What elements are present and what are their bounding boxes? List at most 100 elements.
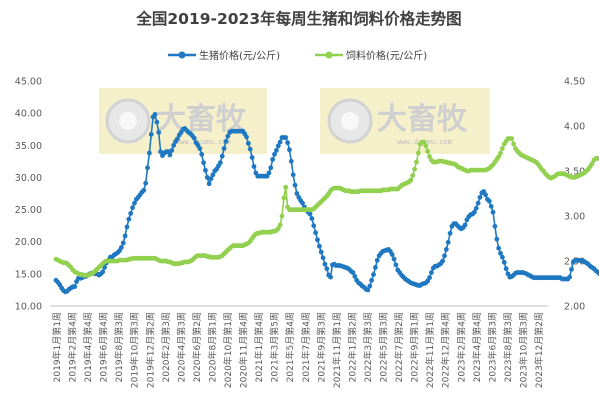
hog-price-point: [498, 250, 503, 256]
hog-price-point: [427, 275, 432, 281]
hog-price-point: [288, 158, 294, 164]
legend-label-feed: 饲料价格(元/公斤): [346, 49, 427, 62]
hog-price-point: [266, 170, 272, 176]
hog-price-point: [208, 176, 214, 182]
hog-price-point: [488, 203, 494, 209]
feed-price-point: [423, 143, 429, 149]
left-axis-tick-label: 35.00: [15, 141, 42, 152]
hog-price-point: [492, 223, 498, 229]
hog-price-point: [501, 259, 507, 265]
feed-price-point: [412, 166, 417, 172]
feed-price-point: [511, 141, 516, 147]
x-axis-tick-label: 2022年12月第4周: [440, 312, 452, 388]
x-axis-tick-label: 2023年2月第4周: [455, 312, 467, 382]
hog-price-point: [148, 131, 154, 137]
hog-price-point: [475, 200, 481, 206]
feed-price-point: [427, 154, 432, 160]
hog-price-point: [367, 283, 373, 289]
x-axis-tick-label: 2019年1月第1周: [51, 312, 63, 382]
x-axis-tick-label: 2022年9月第1周: [409, 312, 421, 382]
hog-price-point: [352, 274, 358, 279]
hog-price-point: [145, 165, 150, 171]
hog-price-point: [223, 139, 229, 144]
hog-price-point: [285, 140, 290, 146]
left-axis-tick-label: 20.00: [15, 237, 42, 248]
hog-price-point: [217, 160, 223, 166]
watermark-text-right: 大畜牧: [377, 102, 468, 137]
hog-price-point: [287, 147, 292, 153]
right-axis-tick-label: 3.00: [564, 212, 585, 223]
legend-marker-hog: [178, 51, 186, 59]
hog-price-point: [389, 252, 395, 257]
hog-price-point: [443, 247, 449, 252]
hog-price-point: [169, 148, 175, 153]
hog-price-point: [272, 151, 277, 157]
x-axis-tick-label: 2023年10月第3周: [517, 312, 529, 388]
series-hog-price: [53, 112, 599, 295]
x-axis-tick-label: 2019年10月第3周: [129, 312, 141, 388]
hog-price-point: [494, 236, 500, 242]
feed-price-point: [277, 222, 283, 228]
x-axis-tick-label: 2019年6月第4周: [98, 312, 110, 382]
hog-price-point: [206, 181, 212, 187]
hog-price-point: [503, 266, 509, 272]
hog-price-point: [477, 194, 483, 200]
right-axis-tick-label: 3.50: [564, 167, 585, 178]
hog-price-point: [365, 287, 371, 293]
feed-price-point: [415, 150, 421, 156]
hog-price-point: [72, 284, 78, 290]
hog-price-point: [154, 119, 160, 125]
hog-price-point: [245, 140, 251, 146]
hog-price-point: [391, 256, 397, 262]
hog-price-point: [277, 139, 283, 145]
hog-price-point: [120, 240, 126, 246]
hog-price-point: [118, 245, 124, 250]
hog-price-point: [322, 261, 328, 267]
feed-price-point: [275, 226, 281, 232]
hog-price-point: [201, 160, 206, 166]
feed-price-point: [425, 148, 431, 154]
legend-item-hog[interactable]: 生猪价格(元/公斤): [168, 49, 280, 62]
hog-price-point: [350, 270, 356, 275]
hog-price-point: [167, 152, 173, 158]
hog-price-point: [294, 191, 300, 196]
x-axis-tick-label: 2021年7月第4周: [300, 312, 312, 382]
hog-price-point: [393, 262, 399, 268]
x-axis-tick-label: 2023年12月第2周: [533, 312, 545, 388]
hog-price-point: [311, 223, 317, 229]
watermark-logo-left: 大畜牧 www.dxumu.com: [99, 88, 267, 154]
left-axis-tick-label: 40.00: [15, 109, 42, 120]
x-axis-tick-label: 2019年2月第4周: [67, 312, 79, 382]
x-axis-tick-label: 2023年8月第3周: [502, 312, 514, 382]
x-axis-tick-label: 2020年2月第3周: [160, 312, 172, 382]
hog-price-point: [462, 222, 468, 228]
x-axis-tick-label: 2020年10月第1周: [222, 312, 234, 388]
hog-price-point: [447, 230, 453, 236]
feed-price-point: [589, 161, 595, 167]
right-axis-tick-label: 2.00: [564, 302, 585, 313]
x-axis-tick-label: 2022年7月第2周: [393, 312, 405, 382]
x-axis-tick-label: 2021年1月第4周: [253, 312, 265, 382]
hog-price-point: [442, 253, 447, 259]
x-axis-tick-label: 2019年12月第2周: [144, 312, 156, 388]
left-axis-tick-label: 25.00: [15, 205, 42, 216]
legend-label-hog: 生猪价格(元/公斤): [199, 49, 280, 62]
feed-price-point: [408, 177, 414, 183]
hog-price-point: [490, 209, 496, 215]
right-axis-tick-label: 4.00: [564, 122, 585, 133]
feed-price-point: [414, 159, 419, 165]
hog-price-point: [569, 266, 574, 272]
hog-price-point: [141, 187, 147, 193]
hog-price-point: [247, 146, 253, 152]
hog-price-point: [320, 255, 326, 261]
right-axis-tick-label: 4.50: [564, 77, 585, 88]
hog-price-point: [128, 211, 134, 216]
feed-price-point: [279, 213, 285, 219]
legend-item-feed[interactable]: 饲料价格(元/公斤): [315, 49, 427, 62]
watermark-url-left: www.dxumu.com: [176, 138, 231, 146]
axes: 10.00 15.00 20.00 25.00 30.00 35.00 40.00 45.00…: [15, 77, 585, 389]
series-feed-price: [53, 136, 599, 278]
hog-price-point: [473, 205, 479, 211]
